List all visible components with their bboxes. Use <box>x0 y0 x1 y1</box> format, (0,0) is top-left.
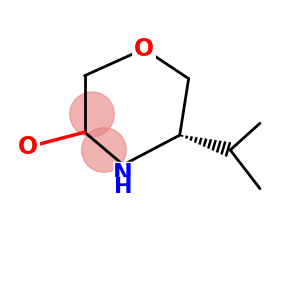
Text: N: N <box>113 162 133 186</box>
Circle shape <box>70 92 114 136</box>
Text: H: H <box>114 177 133 197</box>
Text: O: O <box>134 37 154 61</box>
Circle shape <box>82 128 126 172</box>
Text: O: O <box>18 135 38 159</box>
